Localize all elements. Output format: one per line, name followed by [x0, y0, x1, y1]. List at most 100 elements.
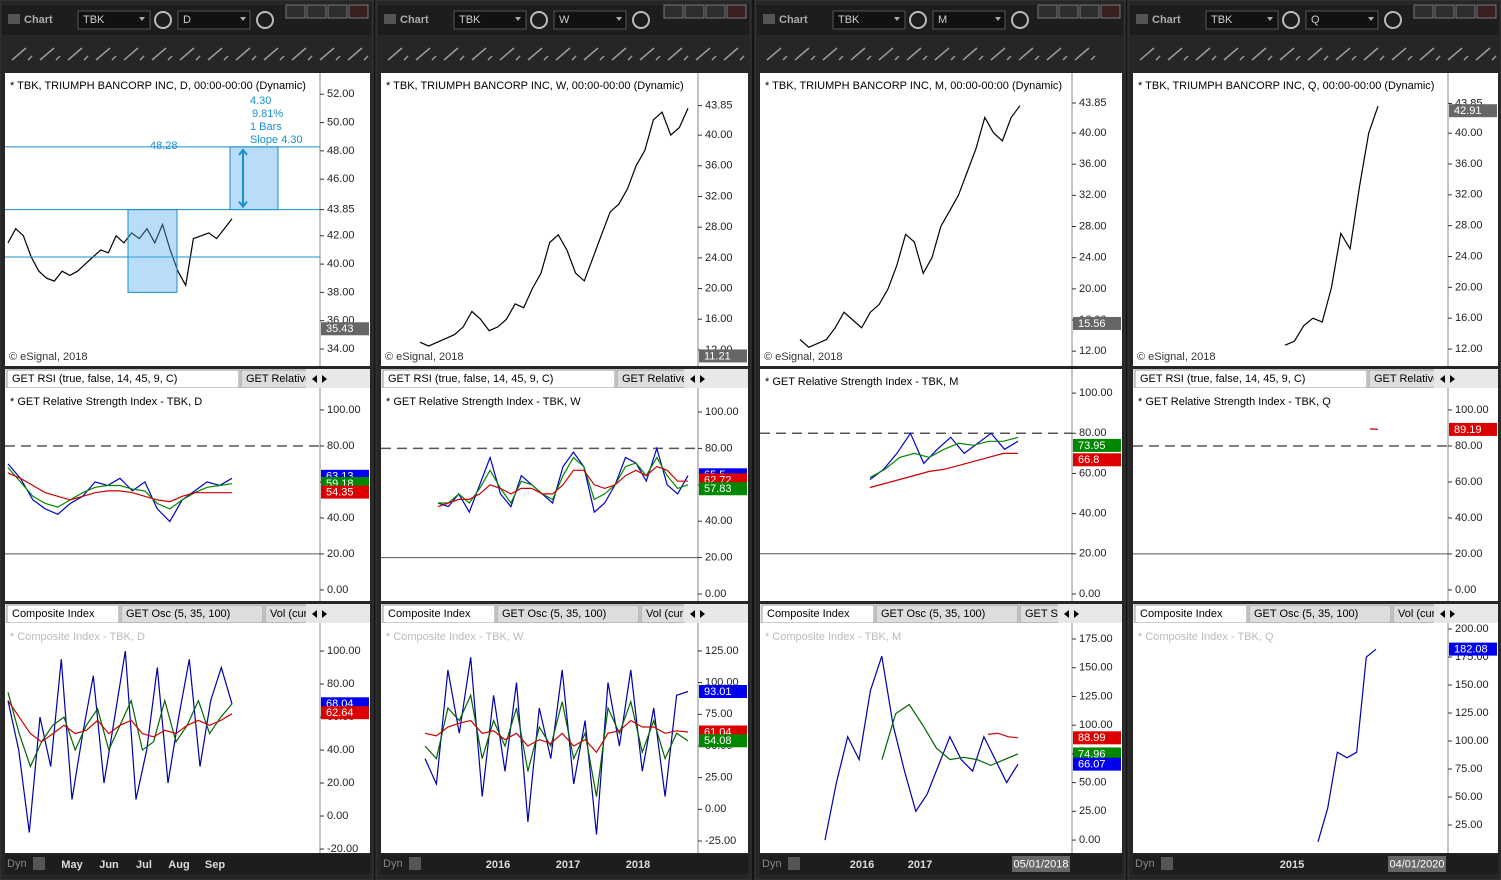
drawing-tool[interactable] — [151, 47, 173, 61]
close-button[interactable] — [726, 4, 747, 19]
settings-button[interactable] — [530, 11, 548, 29]
time-button[interactable] — [1011, 11, 1029, 29]
time-button[interactable] — [632, 11, 650, 29]
symbol-box[interactable] — [77, 10, 151, 30]
tab[interactable] — [1392, 604, 1481, 623]
tab[interactable] — [6, 369, 240, 388]
drawing-tool[interactable] — [667, 47, 689, 61]
drawing-tool[interactable] — [11, 47, 33, 61]
lock-icon[interactable] — [788, 857, 800, 870]
settings-button[interactable] — [154, 11, 172, 29]
drawing-tool[interactable] — [906, 47, 928, 61]
tab[interactable] — [382, 369, 616, 388]
tab[interactable] — [640, 604, 735, 623]
close-button[interactable] — [348, 4, 369, 19]
drawing-tool[interactable] — [1475, 47, 1497, 61]
drawing-tool[interactable] — [723, 47, 745, 61]
tab-scroll[interactable] — [312, 610, 327, 618]
drawing-tool[interactable] — [934, 47, 956, 61]
drawing-tool[interactable] — [1139, 47, 1161, 61]
drawing-tool[interactable] — [611, 47, 633, 61]
drawing-tool[interactable] — [990, 47, 1012, 61]
tab[interactable] — [120, 604, 264, 623]
tab[interactable] — [1019, 604, 1096, 623]
drawing-tool[interactable] — [962, 47, 984, 61]
tab[interactable] — [875, 604, 1019, 623]
tab[interactable] — [1134, 369, 1368, 388]
time-button[interactable] — [256, 11, 274, 29]
drawing-tool[interactable] — [235, 47, 257, 61]
tab[interactable] — [1134, 604, 1248, 623]
close-button[interactable] — [1100, 4, 1121, 19]
drawing-tool[interactable] — [639, 47, 661, 61]
tab-scroll[interactable] — [1064, 610, 1079, 618]
tab[interactable] — [240, 369, 383, 388]
tab-scroll[interactable] — [1440, 375, 1455, 383]
drawing-tool[interactable] — [291, 47, 313, 61]
drawing-tool[interactable] — [443, 47, 465, 61]
tab[interactable] — [616, 369, 765, 388]
restore-button[interactable] — [663, 4, 684, 19]
tab[interactable] — [6, 604, 120, 623]
drawing-tool[interactable] — [1279, 47, 1301, 61]
drawing-tool[interactable] — [319, 47, 341, 61]
drawing-tool[interactable] — [415, 47, 437, 61]
tab[interactable] — [1248, 604, 1392, 623]
drawing-tool[interactable] — [850, 47, 872, 61]
minimize-button[interactable] — [1058, 4, 1079, 19]
settings-button[interactable] — [909, 11, 927, 29]
interval-box[interactable] — [553, 10, 627, 30]
drawing-tool[interactable] — [1251, 47, 1273, 61]
drawing-tool[interactable] — [387, 47, 409, 61]
minimize-button[interactable] — [684, 4, 705, 19]
settings-button[interactable] — [1282, 11, 1300, 29]
lock-icon[interactable] — [409, 857, 421, 870]
maximize-button[interactable] — [327, 4, 348, 19]
maximize-button[interactable] — [705, 4, 726, 19]
drawing-tool[interactable] — [95, 47, 117, 61]
lock-icon[interactable] — [1161, 857, 1173, 870]
drawing-tool[interactable] — [1018, 47, 1040, 61]
drawing-tool[interactable] — [179, 47, 201, 61]
drawing-tool[interactable] — [67, 47, 89, 61]
drawing-tool[interactable] — [123, 47, 145, 61]
symbol-box[interactable] — [832, 10, 906, 30]
drawing-tool[interactable] — [822, 47, 844, 61]
drawing-tool[interactable] — [527, 47, 549, 61]
tab-scroll[interactable] — [312, 375, 327, 383]
tab[interactable] — [264, 604, 353, 623]
drawing-tool[interactable] — [1223, 47, 1245, 61]
minimize-button[interactable] — [306, 4, 327, 19]
drawing-tool[interactable] — [471, 47, 493, 61]
drawing-tool[interactable] — [499, 47, 521, 61]
drawing-tool[interactable] — [1167, 47, 1189, 61]
drawing-tool[interactable] — [1074, 47, 1096, 61]
tab[interactable] — [382, 604, 496, 623]
drawing-tool[interactable] — [1363, 47, 1385, 61]
drawing-tool[interactable] — [878, 47, 900, 61]
time-button[interactable] — [1384, 11, 1402, 29]
drawing-tool[interactable] — [1419, 47, 1441, 61]
drawing-tool[interactable] — [583, 47, 605, 61]
drawing-tool[interactable] — [1195, 47, 1217, 61]
drawing-tool[interactable] — [39, 47, 61, 61]
interval-box[interactable] — [932, 10, 1006, 30]
maximize-button[interactable] — [1079, 4, 1100, 19]
maximize-button[interactable] — [1455, 4, 1476, 19]
drawing-tool[interactable] — [1335, 47, 1357, 61]
tab-scroll[interactable] — [1440, 610, 1455, 618]
restore-button[interactable] — [285, 4, 306, 19]
lock-icon[interactable] — [33, 857, 45, 870]
tab[interactable] — [761, 604, 875, 623]
drawing-tool[interactable] — [263, 47, 285, 61]
drawing-tool[interactable] — [794, 47, 816, 61]
tab[interactable] — [1368, 369, 1501, 388]
drawing-tool[interactable] — [207, 47, 229, 61]
interval-box[interactable] — [1305, 10, 1379, 30]
symbol-box[interactable] — [453, 10, 527, 30]
drawing-tool[interactable] — [555, 47, 577, 61]
drawing-tool[interactable] — [766, 47, 788, 61]
drawing-tool[interactable] — [1391, 47, 1413, 61]
close-button[interactable] — [1476, 4, 1497, 19]
drawing-tool[interactable] — [1447, 47, 1469, 61]
